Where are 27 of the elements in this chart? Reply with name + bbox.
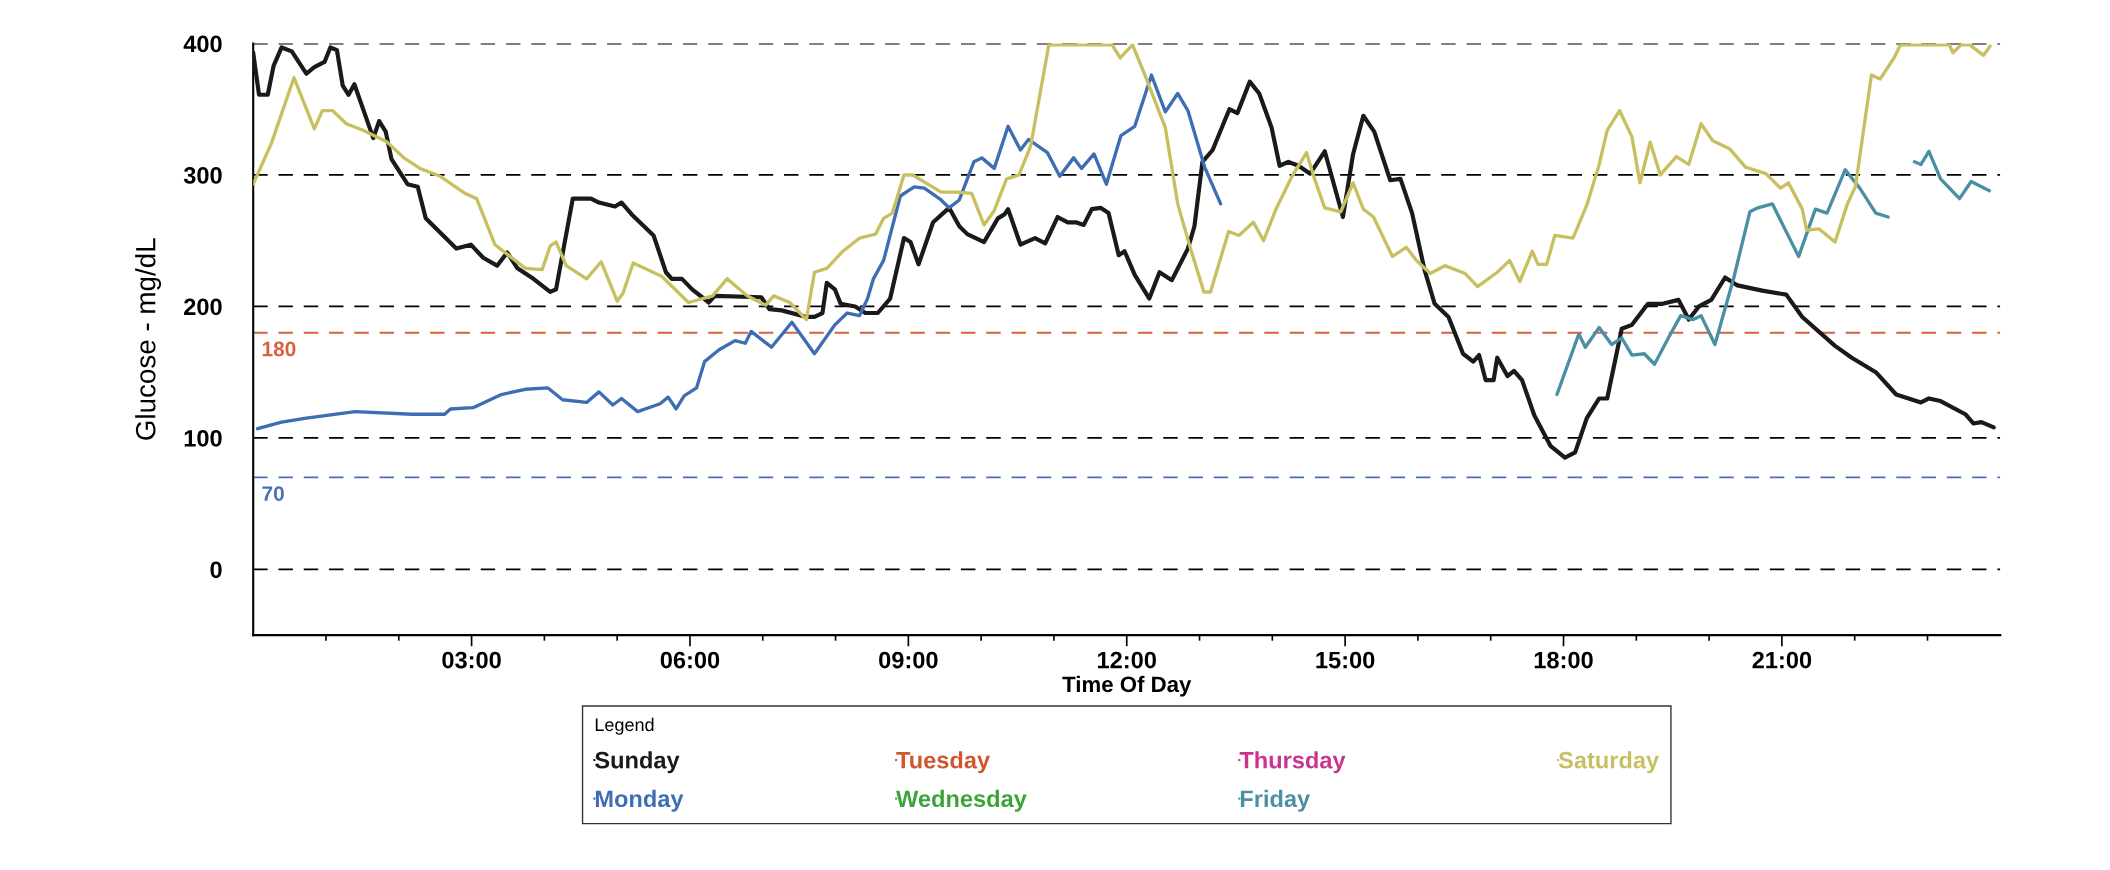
legend-label: Saturday xyxy=(1558,751,1660,774)
line-series xyxy=(253,45,1996,460)
y-tick-label: 0 xyxy=(210,561,222,579)
legend-label: Wednesday xyxy=(896,789,1027,812)
legend-title: Legend xyxy=(595,717,654,735)
y-axis-title: Glucose - mg/dL xyxy=(135,238,162,440)
legend-label: Monday xyxy=(595,789,684,812)
legend-label: Friday xyxy=(1240,789,1311,812)
ref-line-label: 180 xyxy=(262,341,296,357)
line-series xyxy=(253,43,1992,322)
y-tick-label: 200 xyxy=(184,298,222,316)
x-tick-label: 09:00 xyxy=(879,651,938,669)
ref-line-label: 70 xyxy=(262,486,284,501)
y-tick-label: 300 xyxy=(183,167,222,184)
x-tick-label: 06:00 xyxy=(660,651,720,669)
x-tick-label: 21:00 xyxy=(1752,651,1812,669)
x-tick-label: 03:00 xyxy=(442,651,501,669)
x-tick-label: 18:00 xyxy=(1534,651,1593,669)
legend-label: Tuesday xyxy=(896,751,990,774)
line-series xyxy=(255,73,1223,431)
x-tick-label: 12:00 xyxy=(1098,651,1156,669)
y-tick-label: 100 xyxy=(184,429,222,447)
x-tick-label: 15:00 xyxy=(1316,651,1375,669)
legend-label: Sunday xyxy=(595,751,680,774)
x-axis-title: Time Of Day xyxy=(1062,675,1192,697)
legend-label: Thursday xyxy=(1239,751,1346,774)
y-tick-label: 400 xyxy=(183,35,222,53)
